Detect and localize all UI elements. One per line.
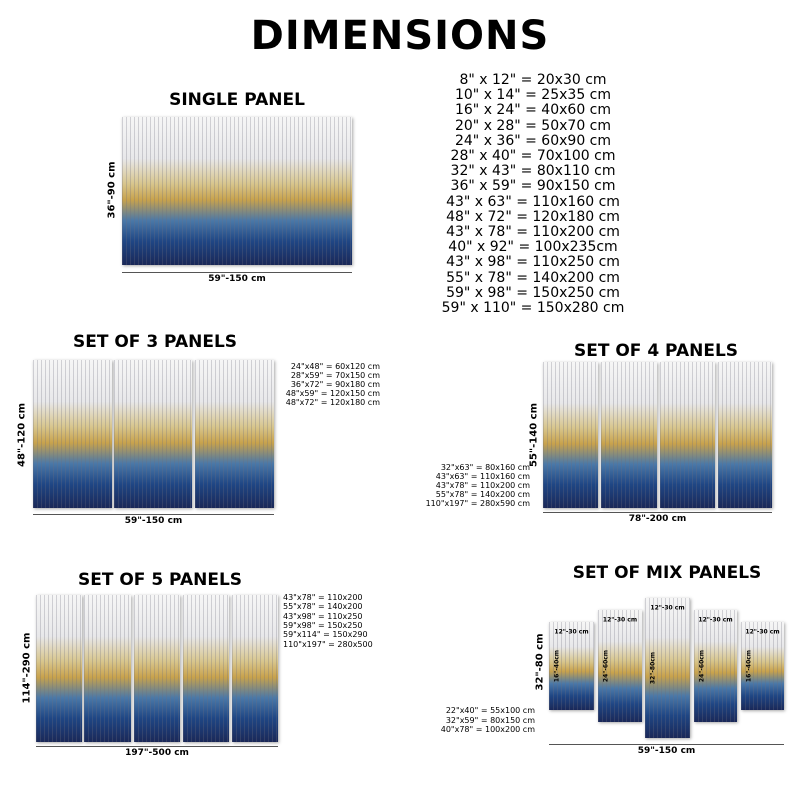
size-option: 43" x 78" = 110x200 cm (446, 224, 620, 240)
art-panel (645, 598, 690, 738)
panel-width-label: 12"-30 cm (554, 628, 589, 636)
size-option: 8" x 12" = 20x30 cm (459, 72, 607, 88)
size-option: 36" x 59" = 90x150 cm (450, 178, 616, 195)
width-line (549, 744, 784, 745)
width-label: 59"-150 cm (124, 516, 183, 526)
size-option: 59" x 98" = 150x250 cm (446, 284, 620, 301)
section-title: SET OF 4 PANELS (573, 341, 739, 361)
art-panel (195, 360, 274, 508)
width-label: 59"-150 cm (637, 746, 696, 756)
panel-height-label: 24"-60cm (698, 649, 706, 683)
size-option: 43"x78" = 110x200 cm (435, 481, 530, 490)
art-panel (84, 595, 131, 742)
art-panel (598, 610, 642, 722)
size-option: 32"x63" = 80x160 cm (440, 463, 530, 472)
art-panel (134, 595, 180, 742)
panel-height-label: 24"-60cm (602, 649, 610, 683)
height-label: 32"-80 cm (534, 633, 546, 691)
width-label: 78"-200 cm (628, 514, 687, 524)
art-panel (718, 362, 772, 508)
size-option: 59"x98" = 150x250 (283, 620, 363, 630)
size-option: 20" x 28" = 50x70 cm (454, 117, 612, 134)
art-panel (183, 595, 229, 742)
size-option: 36"x72" = 90x180 cm (290, 380, 380, 389)
size-option: 48" x 72" = 120x180 cm (446, 208, 620, 225)
height-label: 36"-90 cm (106, 161, 118, 219)
size-option: 48"x72" = 120x180 cm (285, 398, 380, 407)
size-option: 55"x78" = 140x200 (283, 602, 363, 612)
size-option: 10" x 14" = 25x35 cm (454, 87, 612, 104)
panel-width-label: 12"-30 cm (650, 604, 685, 612)
section-title: SET OF 5 PANELS (77, 570, 243, 590)
size-option: 43"x78" = 110x200 (283, 593, 363, 602)
art-panel (36, 595, 82, 742)
size-option: 43"x63" = 110x160 cm (435, 472, 530, 481)
section-title: SET OF MIX PANELS (572, 563, 762, 583)
size-option: 55" x 78" = 140x200 cm (446, 269, 620, 286)
size-option: 24" x 36" = 60x90 cm (454, 132, 612, 149)
size-option: 24"x48" = 60x120 cm (290, 362, 380, 371)
size-option: 48"x59" = 120x150 cm (285, 389, 380, 398)
size-option: 16" x 24" = 40x60 cm (454, 102, 612, 119)
art-panel (741, 622, 784, 710)
size-option: 59" x 110" = 150x280 cm (441, 300, 625, 316)
panel-height-label: 32"-80cm (649, 651, 657, 685)
size-option: 55"x78" = 140x200 cm (435, 490, 530, 499)
size-option: 32" x 43" = 80x110 cm (450, 163, 616, 180)
panel-height-label: 16"-40cm (553, 649, 561, 683)
art-panel (232, 595, 278, 742)
size-option: 22"x40" = 55x100 cm (445, 706, 535, 715)
width-label: 197"-500 cm (125, 748, 189, 758)
art-panel (543, 362, 598, 508)
width-line (122, 272, 352, 273)
panel-width-label: 12"-30 cm (602, 616, 638, 624)
height-label: 55"-140 cm (528, 403, 540, 467)
size-option: 43" x 98" = 110x250 cm (446, 254, 620, 271)
art-panel (660, 362, 715, 508)
art-panel (549, 622, 594, 710)
art-panel (114, 360, 192, 508)
size-option: 43" x 63" = 110x160 cm (446, 193, 620, 210)
art-panel (601, 362, 657, 508)
size-option: 28"x59" = 70x150 cm (290, 371, 380, 380)
art-panel (122, 117, 352, 265)
size-option: 59"x114" = 150x290 (283, 630, 368, 640)
size-option: 110"x197" = 280x590 cm (425, 499, 530, 508)
width-line (33, 514, 274, 515)
size-option: 32"x59" = 80x150 cm (445, 715, 535, 725)
art-panel (33, 360, 112, 508)
size-option: 110"x197" = 280x500 (283, 639, 373, 649)
main-title: DIMENSIONS (250, 13, 550, 59)
width-line (36, 746, 278, 747)
height-label: 48"-120 cm (16, 403, 28, 467)
section-title: SINGLE PANEL (169, 90, 305, 110)
width-line (543, 512, 772, 513)
panel-width-label: 12"-30 cm (745, 628, 780, 636)
size-option: 43"x98" = 110x250 (283, 611, 363, 621)
size-option: 40"x78" = 100x200 cm (440, 725, 535, 734)
art-panel (694, 610, 737, 722)
size-option: 40" x 92" = 100x235cm (448, 239, 618, 256)
panel-width-label: 12"-30 cm (698, 616, 733, 624)
section-title: SET OF 3 PANELS (72, 332, 238, 352)
size-option: 28" x 40" = 70x100 cm (450, 148, 616, 164)
panel-height-label: 16"-40cm (745, 649, 753, 683)
width-label: 59"-150 cm (208, 274, 266, 284)
height-label: 114"-290 cm (21, 632, 33, 704)
